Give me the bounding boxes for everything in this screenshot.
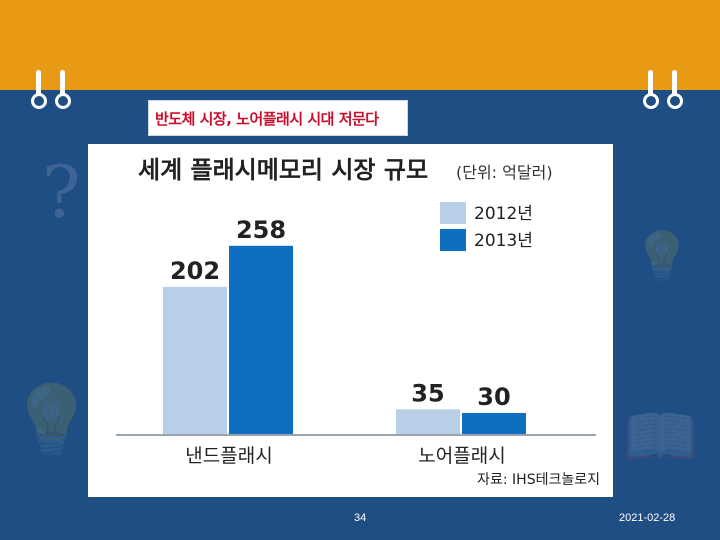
light-bulb-icon: 💡 xyxy=(8,380,96,462)
chart-source: 자료: IHS테크놀로지 xyxy=(477,472,600,488)
bar-chart: 세계 플래시메모리 시장 규모 (단위: 억달러) 202 258 낸드플래시 35 30 노… xyxy=(116,156,600,488)
chart-unit: (단위: 억달러) xyxy=(456,163,553,182)
page-number: 34 xyxy=(354,512,367,524)
bar xyxy=(163,286,227,435)
light-bulb-icon: 💡 xyxy=(632,229,692,285)
chart-card: 세계 플래시메모리 시장 규모 (단위: 억달러) 202 258 낸드플래시 35 30 노… xyxy=(88,144,613,497)
legend-label: 2012년 xyxy=(474,204,533,224)
data-label: 35 xyxy=(411,379,444,407)
headline-box: 반도체 시장, 노어플래시 시대 저문다 xyxy=(148,100,408,136)
question-mark-icon: ? xyxy=(42,150,81,234)
category-label: 노어플래시 xyxy=(418,445,505,467)
top-band xyxy=(0,0,720,90)
headline-text: 반도체 시장, 노어플래시 시대 저문다 xyxy=(155,109,379,128)
book-icon: 📖 xyxy=(622,400,700,473)
legend-swatch xyxy=(440,229,466,251)
category-label: 낸드플래시 xyxy=(185,445,272,467)
legend-swatch xyxy=(440,202,466,224)
bar xyxy=(229,245,293,435)
data-label: 30 xyxy=(477,383,510,411)
bar xyxy=(396,409,460,435)
legend-label: 2013년 xyxy=(474,231,533,251)
data-label: 258 xyxy=(236,216,286,244)
bar xyxy=(462,413,526,435)
chart-title: 세계 플래시메모리 시장 규모 xyxy=(138,156,428,184)
data-label: 202 xyxy=(170,257,220,285)
slide-date: 2021-02-28 xyxy=(619,512,676,524)
